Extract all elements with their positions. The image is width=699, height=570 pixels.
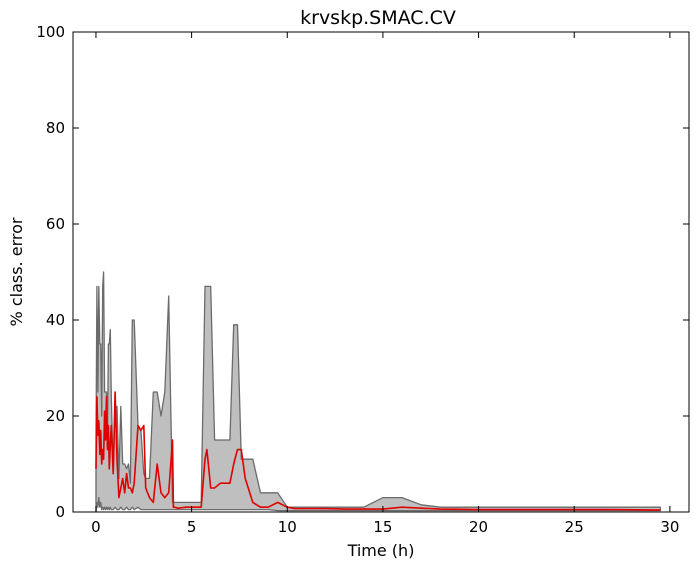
y-axis-label: % class. error: [7, 217, 26, 326]
x-tick-label: 30: [660, 518, 679, 536]
error-band-0: [95, 271, 661, 513]
y-tick-label: 80: [46, 119, 65, 137]
y-axis: 0 20 40 60 80 100: [36, 23, 689, 521]
axes-frame: [72, 31, 690, 513]
y-tick-label: 0: [55, 503, 65, 521]
x-tick-label: 5: [187, 518, 197, 536]
plot-area: [95, 271, 661, 513]
y-tick-label: 20: [46, 407, 65, 425]
x-tick-label: 15: [373, 518, 392, 536]
y-tick-label: 60: [46, 215, 65, 233]
x-tick-label: 20: [469, 518, 488, 536]
x-tick-label: 10: [278, 518, 297, 536]
x-axis-label: Time (h): [347, 541, 415, 560]
median-line-0: [95, 391, 661, 511]
y-tick-label: 40: [46, 311, 65, 329]
y-tick-label: 100: [36, 23, 65, 41]
x-tick-label: 25: [565, 518, 584, 536]
x-axis: 0 5 10 15 20 25 30: [91, 32, 679, 536]
x-tick-label: 0: [91, 518, 101, 536]
chart-title: krvskp.SMAC.CV: [300, 7, 456, 29]
